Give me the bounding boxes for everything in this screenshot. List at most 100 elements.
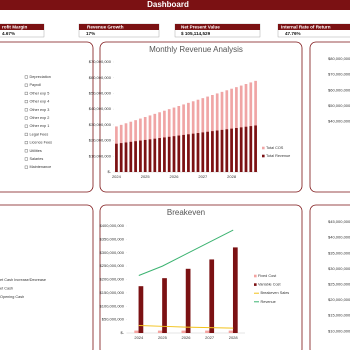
legend-label: Depreciation	[30, 75, 51, 79]
legend-label: Other exp 3	[30, 108, 50, 112]
x-tick-label: 2025	[158, 335, 168, 340]
bar	[187, 134, 190, 172]
y-tick-label: $200,000,000	[100, 277, 125, 282]
bar	[235, 128, 238, 172]
y-tick-label: $350,000,000	[100, 236, 125, 241]
panel	[99, 204, 303, 350]
legend-swatch	[24, 108, 28, 112]
kpi-label-bar	[278, 24, 350, 30]
legend-label: et Cash	[0, 287, 13, 291]
y-tick-label: $80,000,000	[328, 56, 350, 61]
kpi-value: 17%	[86, 31, 95, 36]
kpi-value: 47.76%	[285, 31, 301, 36]
y-tick-label: $35,000,000	[328, 250, 350, 255]
chart-title: Monthly Revenue Analysis	[149, 45, 243, 54]
y-tick-label: $400,000,000	[100, 223, 125, 228]
y-tick-label: $250,000,000	[100, 263, 125, 268]
panel	[0, 204, 94, 350]
kpi-label-bar	[0, 24, 44, 30]
x-tick-label: 2024	[134, 335, 144, 340]
legend-swatch	[254, 283, 257, 286]
x-tick-label: 2026	[170, 174, 180, 179]
legend-label: Salaries	[30, 157, 44, 161]
bar	[232, 247, 238, 333]
legend-label: Other exp 5	[30, 91, 50, 95]
kpi-label: Internal Rate of Return	[281, 24, 331, 29]
bar	[228, 330, 234, 333]
y-tick-label: $300,000,000	[100, 250, 125, 255]
bar	[239, 127, 243, 172]
bar	[143, 139, 147, 172]
y-tick-label: $50,000,000	[328, 103, 350, 108]
y-tick-label: $100,000,000	[100, 303, 125, 308]
legend-swatch	[24, 141, 28, 145]
y-tick-label: $20,000,000	[89, 138, 112, 143]
y-tick-label: $-	[120, 330, 124, 335]
legend-swatch	[24, 91, 28, 95]
header-title: Dashboard	[147, 0, 189, 9]
bar	[249, 126, 253, 172]
legend-label: Maintenance	[30, 165, 52, 169]
header-bar	[0, 0, 350, 10]
bar	[115, 143, 118, 172]
kpi-label: Revenue Growth	[87, 24, 124, 29]
legend-label: Payroll	[30, 83, 42, 87]
bar	[157, 330, 163, 333]
kpi-label: Net Present Value	[181, 24, 220, 29]
legend-label: Other exp 2	[30, 116, 50, 120]
y-tick-label: $45,000,000	[328, 219, 350, 224]
bar	[230, 128, 233, 172]
bar	[119, 143, 123, 172]
legend-label: Revenue	[261, 300, 276, 304]
y-tick-label: $10,000,000	[89, 153, 112, 158]
x-tick-label: 2025	[141, 174, 151, 179]
legend-swatch	[262, 146, 265, 150]
bar	[201, 132, 205, 172]
y-tick-label: $25,000,000	[328, 281, 350, 286]
y-tick-label: $40,000,000	[89, 106, 112, 111]
bar	[177, 135, 181, 172]
bar	[139, 140, 142, 172]
content: Depreciation Payroll Other exp 5 Other exp …	[0, 45, 350, 340]
legend-swatch	[24, 124, 28, 128]
legend-label: Total COS	[266, 146, 284, 150]
panel	[309, 41, 350, 193]
x-tick-label: 2028	[229, 335, 239, 340]
y-tick-label: $70,000,000	[89, 59, 112, 64]
legend-swatch	[254, 274, 257, 278]
bar	[211, 131, 214, 172]
kpi-label: rofit Margin	[2, 24, 27, 29]
bar	[182, 134, 185, 172]
y-tick-label: $30,000,000	[89, 122, 112, 127]
legend-label: Licence Fees	[30, 141, 53, 145]
y-tick-label: $40,000,000	[328, 118, 350, 123]
bar	[129, 141, 133, 172]
legend-label: Total Revenue	[266, 154, 290, 158]
bar	[254, 125, 257, 172]
bar	[148, 139, 152, 172]
bar	[220, 129, 224, 172]
bar	[172, 136, 176, 172]
bar	[244, 126, 248, 172]
x-tick-label: 2027	[205, 335, 215, 340]
line	[138, 229, 234, 276]
legend-swatch	[262, 154, 265, 158]
legend-swatch	[24, 165, 28, 169]
legend-swatch	[24, 149, 28, 153]
y-tick-label: $-	[107, 169, 111, 174]
chart-title: Breakeven	[167, 208, 205, 217]
legend-swatch	[24, 116, 28, 120]
bar	[162, 278, 167, 333]
y-tick-label: $40,000,000	[328, 235, 350, 240]
x-tick-label: 2027	[198, 174, 208, 179]
legend-label: Other exp 1	[30, 124, 50, 128]
y-tick-label: $15,000,000	[328, 313, 350, 318]
bar	[206, 131, 209, 172]
kpi-value: 4.67%	[2, 31, 15, 36]
x-tick-label: 2026	[182, 335, 192, 340]
x-tick-label: 2028	[227, 174, 237, 179]
bar	[124, 142, 128, 172]
bar	[158, 138, 161, 172]
